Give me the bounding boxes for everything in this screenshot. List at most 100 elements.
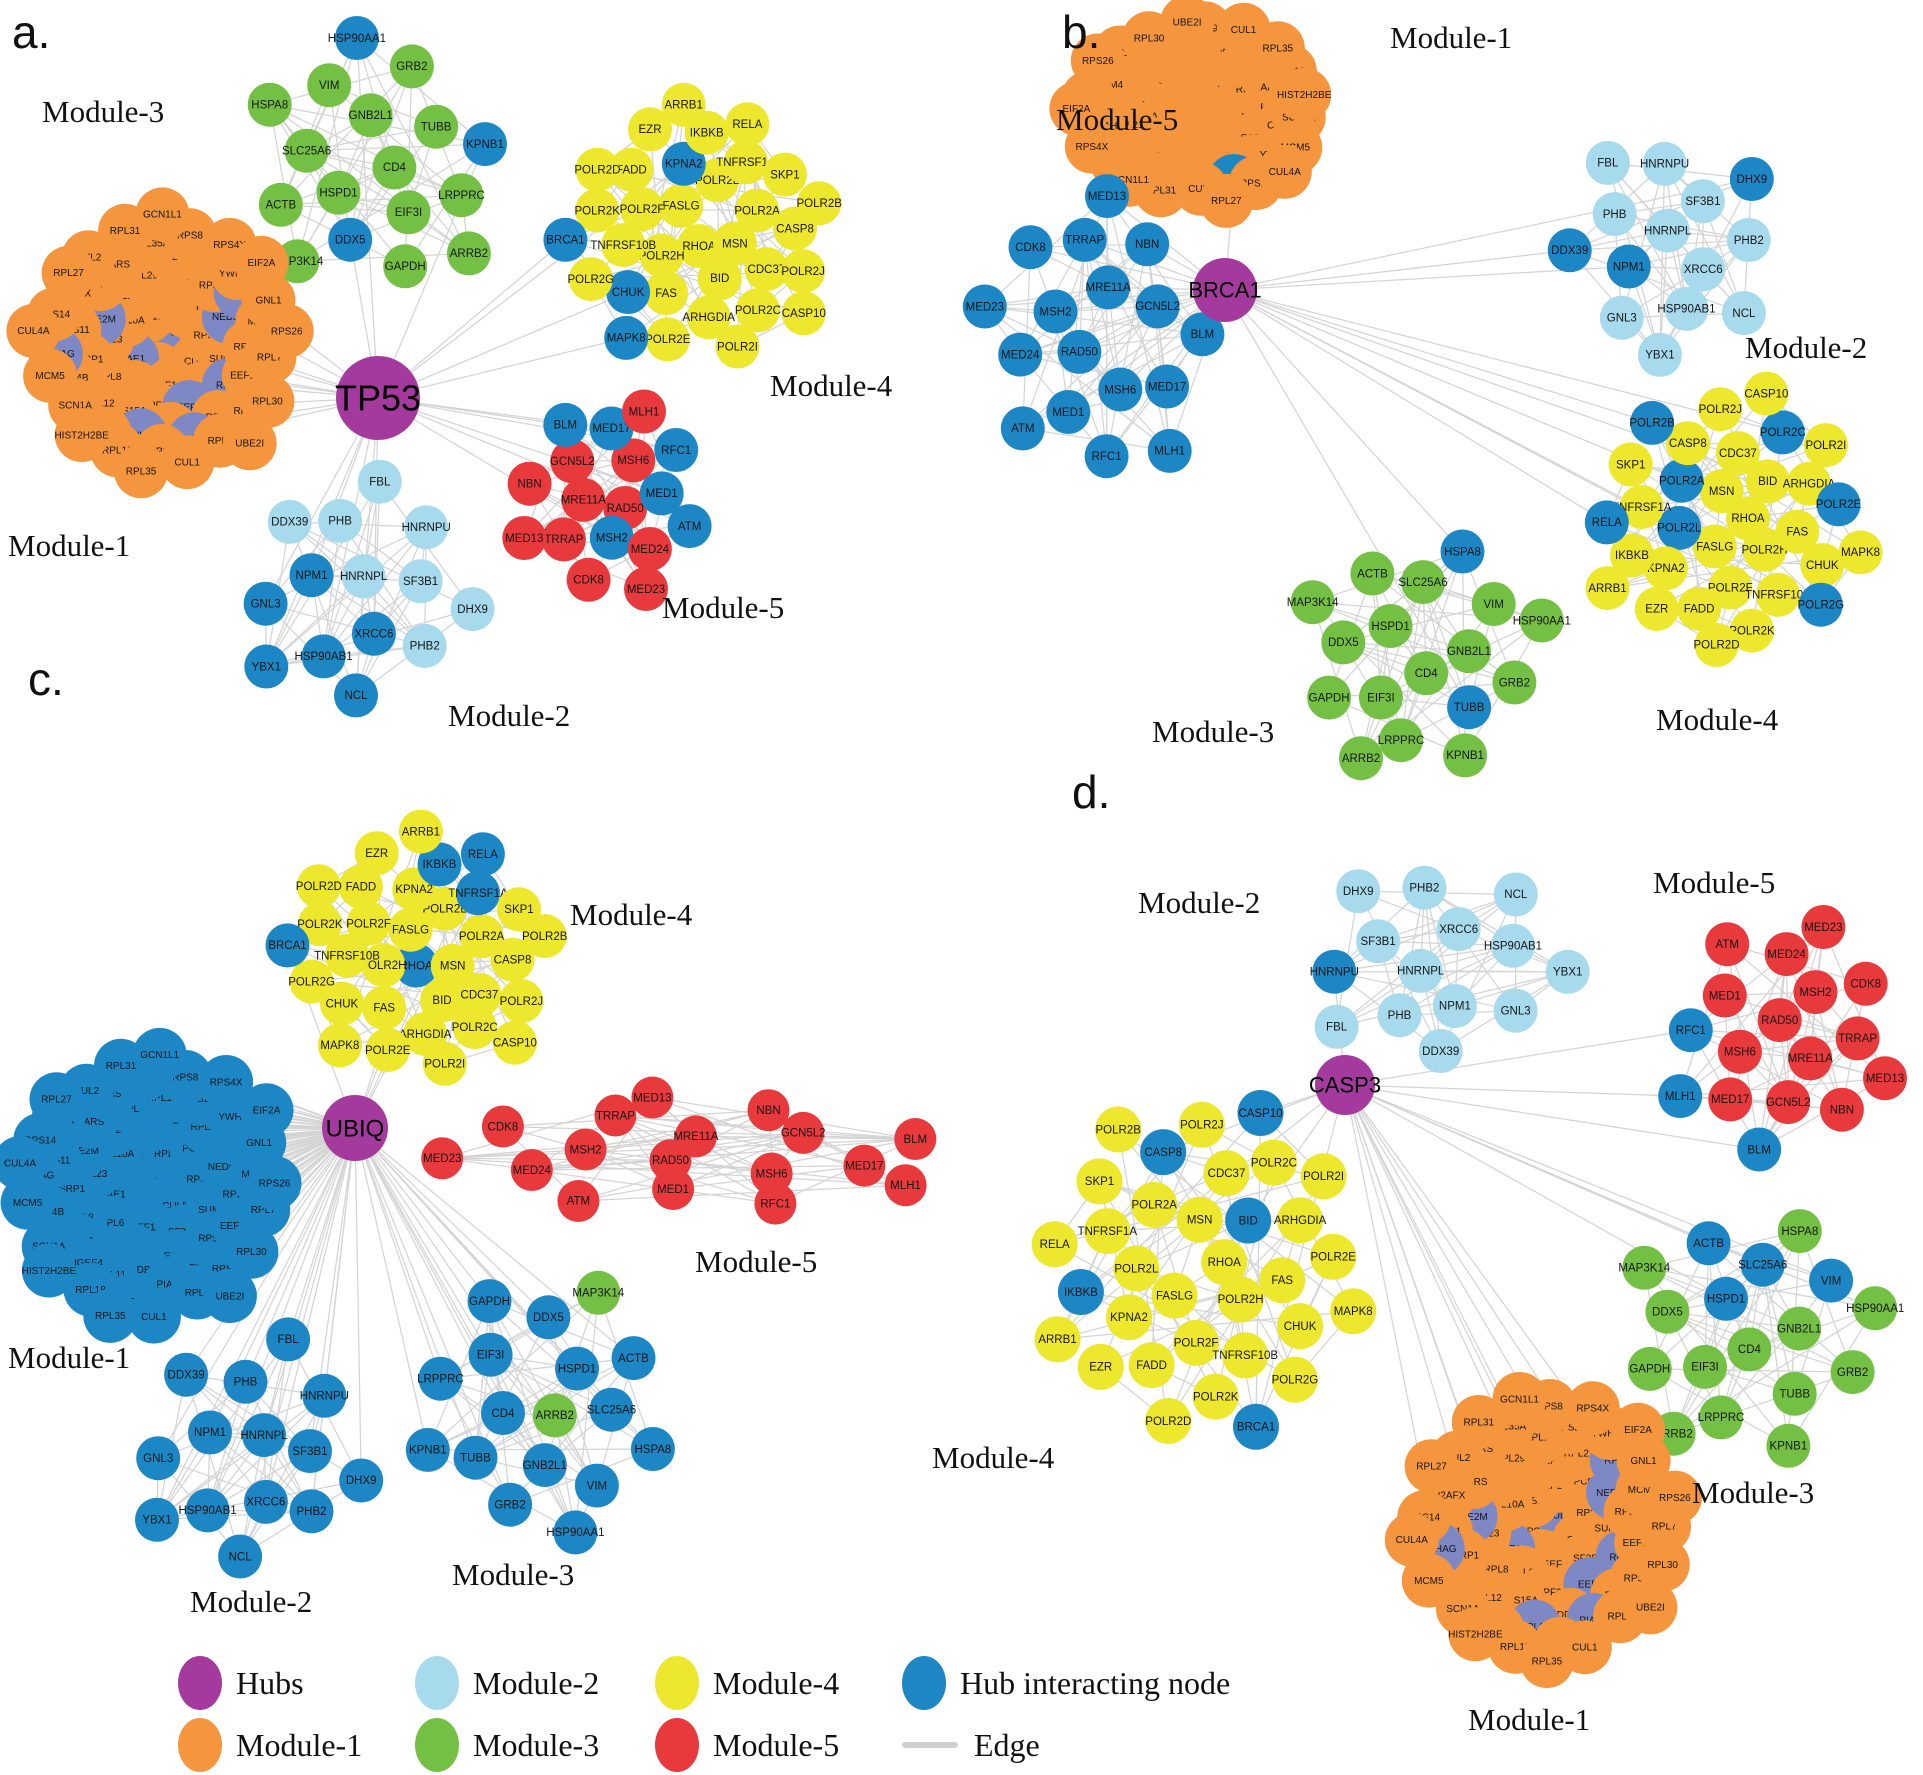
node-gcn1l1[interactable] — [1492, 1372, 1547, 1426]
node-polr2b[interactable] — [1630, 400, 1675, 445]
node-grb2[interactable] — [488, 1482, 533, 1527]
node-hnrnpl[interactable] — [1398, 948, 1443, 993]
node-mcm5[interactable] — [23, 348, 78, 403]
node-vim[interactable] — [307, 63, 352, 108]
hub-node-tp53[interactable] — [336, 356, 420, 440]
node-polr2d[interactable] — [575, 147, 620, 192]
node-polr2h[interactable] — [1217, 1276, 1264, 1323]
node-hsp90aa1[interactable] — [1519, 598, 1564, 643]
node-med1[interactable] — [652, 1168, 695, 1210]
node-polr2i[interactable] — [1803, 423, 1848, 468]
node-kpna2[interactable] — [1106, 1294, 1152, 1341]
node-polr2e[interactable] — [1310, 1233, 1357, 1280]
node-ezr[interactable] — [354, 831, 399, 876]
node-sf3b1[interactable] — [1356, 919, 1401, 964]
node-hspd1[interactable] — [316, 170, 361, 215]
node-gapdh[interactable] — [1307, 675, 1352, 720]
node-brca1[interactable] — [1233, 1403, 1279, 1450]
node-fadd[interactable] — [1128, 1342, 1175, 1389]
node-polr2d[interactable] — [296, 864, 341, 909]
node-polr2g[interactable] — [1271, 1356, 1318, 1403]
node-hnrnpl[interactable] — [1645, 208, 1690, 253]
node-med17[interactable] — [1708, 1077, 1753, 1122]
node-slc25a6[interactable] — [1740, 1242, 1785, 1287]
node-arrb2[interactable] — [446, 231, 491, 276]
node-tubb[interactable] — [453, 1435, 498, 1480]
node-polr2g[interactable] — [1798, 582, 1843, 627]
node-rpl27[interactable] — [1199, 173, 1254, 228]
node-rpl30[interactable] — [240, 374, 295, 429]
node-eif2a[interactable] — [239, 1083, 294, 1138]
node-ezr[interactable] — [1077, 1343, 1124, 1390]
node-xrcc6[interactable] — [1681, 247, 1726, 292]
node-atm[interactable] — [557, 1180, 600, 1222]
node-polr2h[interactable] — [361, 943, 406, 988]
node-cdk8[interactable] — [566, 557, 611, 602]
node-fadd[interactable] — [338, 864, 383, 909]
node-ikbkb[interactable] — [1057, 1269, 1104, 1315]
node-med17[interactable] — [589, 406, 634, 451]
node-dhx9[interactable] — [1729, 157, 1774, 201]
node-gcn5l2[interactable] — [782, 1111, 825, 1154]
node-med23[interactable] — [421, 1137, 464, 1180]
node-cd4[interactable] — [1727, 1327, 1772, 1372]
node-fas[interactable] — [1259, 1257, 1306, 1304]
node-gnl3[interactable] — [1599, 295, 1644, 340]
node-actb[interactable] — [1686, 1221, 1731, 1266]
node-ube2i[interactable] — [1623, 1580, 1678, 1635]
node-kpnb1[interactable] — [405, 1427, 450, 1472]
node-blm[interactable] — [1737, 1127, 1782, 1172]
node-rhoa[interactable] — [677, 224, 721, 268]
node-gnb2l1[interactable] — [348, 93, 393, 138]
node-rps26[interactable] — [1070, 33, 1125, 88]
node-slc25a6[interactable] — [589, 1387, 634, 1432]
node-rpl35[interactable] — [1519, 1634, 1574, 1689]
node-msh6[interactable] — [611, 438, 656, 483]
node-atm[interactable] — [1000, 406, 1045, 451]
node-eif3i[interactable] — [386, 190, 431, 235]
node-hspa8[interactable] — [630, 1427, 675, 1471]
node-rad50[interactable] — [1057, 329, 1102, 374]
node-actb[interactable] — [611, 1336, 656, 1381]
node-eif2a[interactable] — [234, 235, 289, 290]
node-phb2[interactable] — [1726, 218, 1771, 262]
node-kpna2[interactable] — [1643, 546, 1688, 591]
node-chuk[interactable] — [319, 981, 364, 1026]
node-hspd1[interactable] — [1704, 1276, 1748, 1321]
node-polr2f[interactable] — [1173, 1319, 1220, 1366]
node-ddx5[interactable] — [1321, 620, 1366, 665]
node-rps4x[interactable] — [199, 1055, 254, 1109]
node-polr2a[interactable] — [1131, 1181, 1178, 1228]
node-gapdh[interactable] — [467, 1279, 512, 1324]
node-polr2k[interactable] — [1730, 608, 1774, 653]
node-rpl35[interactable] — [83, 1288, 138, 1343]
node-arrb1[interactable] — [1034, 1316, 1081, 1363]
node-tubb[interactable] — [1772, 1371, 1817, 1416]
node-blm[interactable] — [1180, 312, 1225, 357]
node-polr2e[interactable] — [1816, 482, 1861, 527]
node-polr2f[interactable] — [346, 901, 391, 946]
node-rps26[interactable] — [259, 304, 314, 359]
node-lrpprc[interactable] — [1699, 1395, 1743, 1440]
node-ncl[interactable] — [1721, 291, 1766, 336]
node-hist2h2be[interactable] — [54, 408, 109, 462]
node-faslg[interactable] — [659, 183, 704, 228]
node-xrcc6[interactable] — [351, 611, 396, 656]
node-xrcc6[interactable] — [1436, 907, 1481, 952]
node-med13[interactable] — [631, 1076, 674, 1119]
node-rpl27[interactable] — [29, 1072, 84, 1127]
node-map3k14[interactable] — [1290, 580, 1335, 625]
node-med24[interactable] — [998, 332, 1043, 377]
node-arrb2[interactable] — [1339, 736, 1383, 781]
node-gcn5l2[interactable] — [550, 439, 595, 484]
node-polr2b[interactable] — [797, 181, 842, 226]
node-tnfrsf1a[interactable] — [456, 871, 500, 916]
node-actb[interactable] — [258, 182, 303, 227]
node-chuk[interactable] — [1800, 543, 1845, 587]
node-polr2c[interactable] — [452, 1005, 497, 1050]
node-polr2f[interactable] — [1708, 565, 1753, 610]
node-cul4a[interactable] — [0, 1136, 47, 1191]
node-med23[interactable] — [624, 567, 668, 611]
node-rpl27[interactable] — [41, 245, 96, 300]
node-phb2[interactable] — [289, 1489, 334, 1534]
